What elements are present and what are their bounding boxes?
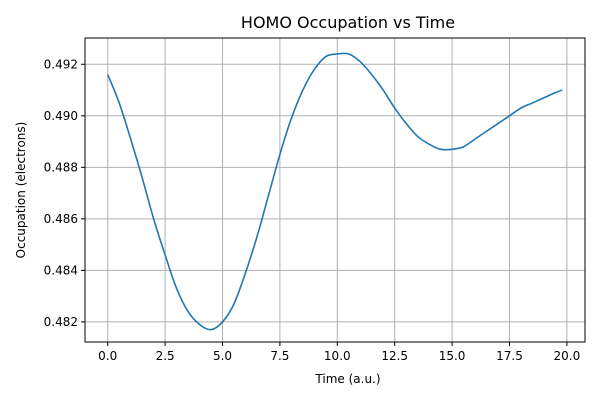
x-tick-label: 17.5 <box>496 349 523 363</box>
x-tick-label: 2.5 <box>156 349 175 363</box>
y-tick-label: 0.482 <box>44 315 78 329</box>
chart-title: HOMO Occupation vs Time <box>241 13 455 32</box>
y-axis-label: Occupation (electrons) <box>14 122 28 259</box>
y-axis-ticks: 0.482 0.484 0.486 0.488 0.490 0.492 <box>44 57 85 329</box>
x-tick-label: 7.5 <box>270 349 289 363</box>
x-tick-label: 15.0 <box>439 349 466 363</box>
x-tick-label: 20.0 <box>554 349 581 363</box>
series-layer <box>106 52 563 331</box>
y-tick-label: 0.488 <box>44 160 78 174</box>
x-tick-label: 0.0 <box>98 349 117 363</box>
y-tick-label: 0.484 <box>44 263 78 277</box>
x-axis-ticks: 0.0 2.5 5.0 7.5 10.0 12.5 15.0 17.5 20.0 <box>98 342 580 363</box>
grid <box>85 38 585 342</box>
y-tick-label: 0.486 <box>44 212 78 226</box>
x-tick-label: 10.0 <box>324 349 351 363</box>
series-line <box>106 52 563 331</box>
x-axis-label: Time (a.u.) <box>314 372 380 386</box>
x-tick-label: 5.0 <box>213 349 232 363</box>
y-tick-label: 0.492 <box>44 57 78 71</box>
plot-frame <box>84 37 586 343</box>
x-tick-label: 12.5 <box>381 349 408 363</box>
y-tick-label: 0.490 <box>44 109 78 123</box>
